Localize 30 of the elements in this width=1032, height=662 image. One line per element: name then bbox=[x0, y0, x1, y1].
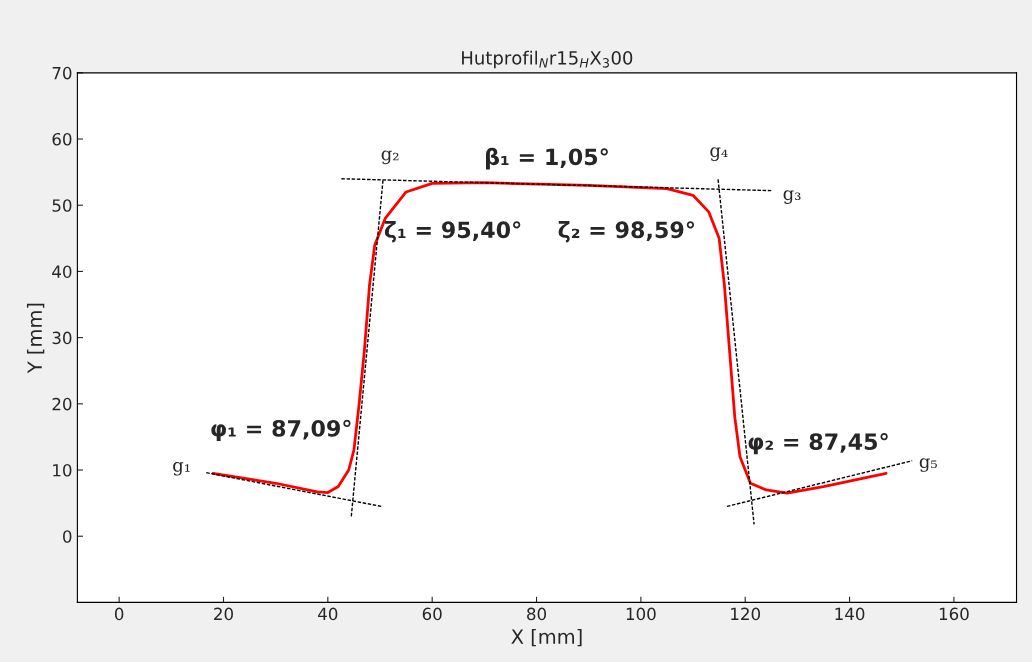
y-tick-label: 0 bbox=[63, 530, 72, 543]
annotation: g₄ bbox=[710, 147, 728, 161]
y-tick-label: 10 bbox=[53, 463, 72, 477]
y-tick-label: 50 bbox=[52, 199, 72, 212]
x-tick-label: 140 bbox=[835, 607, 865, 621]
x-tick-label: 0 bbox=[114, 607, 124, 621]
x-tick-label: 160 bbox=[939, 607, 969, 621]
annotation: β₁ = 1,05° bbox=[485, 147, 608, 170]
chart-title: Hutprofil$_{N}$r15$_{H}$X$_{3}$00 bbox=[462, 50, 633, 69]
y-tick-label: 60 bbox=[52, 132, 72, 146]
x-tick-label: 100 bbox=[626, 607, 656, 621]
annotation: ζ₁ = 95,40° bbox=[384, 220, 521, 243]
annotation: g₁ bbox=[173, 461, 190, 476]
annotation: ζ₂ = 98,59° bbox=[558, 220, 695, 243]
y-tick-label: 20 bbox=[52, 397, 72, 411]
annotation: g₅ bbox=[919, 458, 937, 472]
x-tick-label: 60 bbox=[422, 607, 442, 621]
y-tick-label: 40 bbox=[52, 265, 72, 278]
y-tick-label: 30 bbox=[52, 331, 72, 345]
x-tick-label: 40 bbox=[318, 607, 338, 621]
y-axis-title: Y [mm] bbox=[26, 303, 45, 374]
y-tick-label: 70 bbox=[52, 66, 72, 80]
annotation: g₂ bbox=[381, 150, 399, 165]
x-axis-title: X [mm] bbox=[511, 628, 582, 647]
annotation: φ₁ = 87,09° bbox=[211, 419, 351, 442]
x-tick-label: 120 bbox=[731, 607, 761, 621]
x-tick-label: 80 bbox=[527, 607, 547, 621]
annotation: φ₂ = 87,45° bbox=[748, 433, 888, 455]
x-tick-label: 20 bbox=[214, 607, 233, 621]
annotation: g₃ bbox=[783, 190, 801, 204]
